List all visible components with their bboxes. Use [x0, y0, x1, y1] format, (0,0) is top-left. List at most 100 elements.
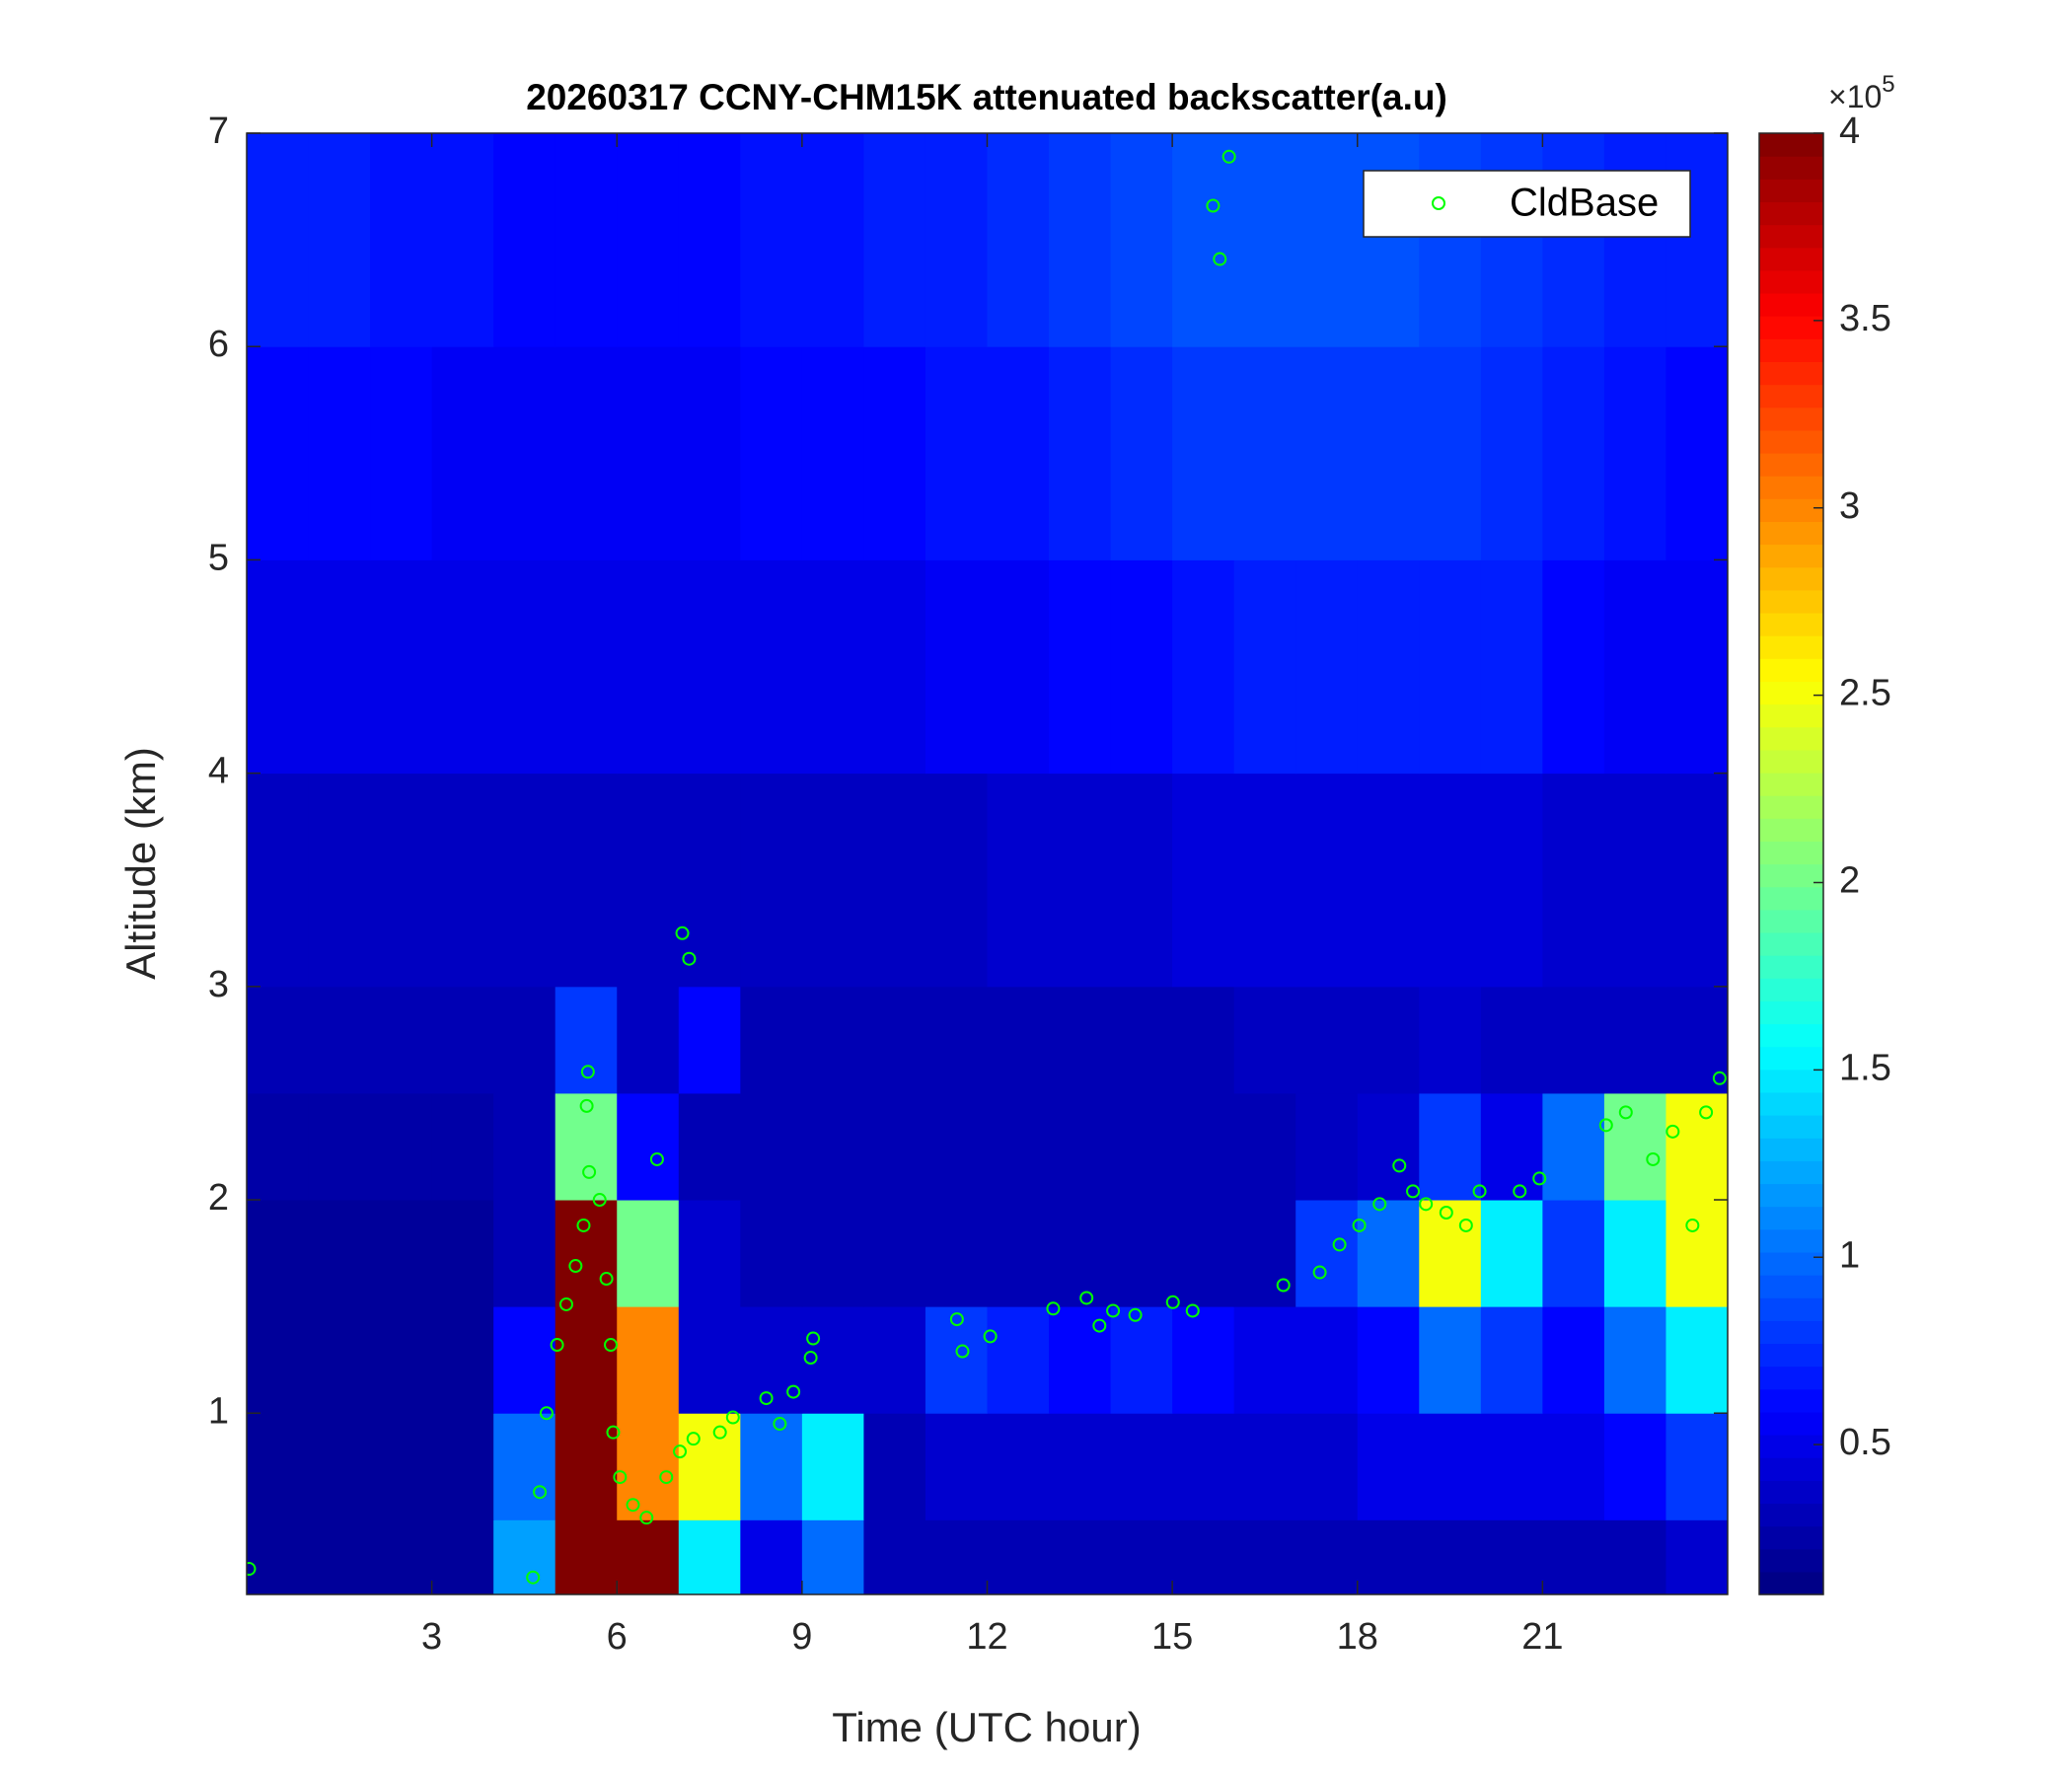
heatmap-cell: [987, 773, 1050, 988]
colorbar-tick-label: 4: [1839, 111, 1860, 152]
heatmap-cell: [1295, 133, 1359, 347]
heatmap-cell: [431, 1092, 494, 1201]
heatmap-cell: [925, 1519, 988, 1594]
cloud-base-point: [1406, 1184, 1421, 1199]
colorbar-swatch: [1759, 247, 1823, 271]
heatmap-cell: [1110, 986, 1173, 1094]
heatmap-cell: [863, 986, 926, 1094]
colorbar-swatch: [1759, 316, 1823, 339]
heatmap-cell: [925, 773, 988, 988]
cloud-base-point: [599, 1272, 614, 1287]
colorbar-swatch: [1759, 818, 1823, 842]
cloud-base-point: [582, 1164, 597, 1179]
heatmap-cell: [1172, 1200, 1235, 1307]
colorbar-swatch: [1759, 1046, 1823, 1071]
heatmap-cell: [1233, 559, 1296, 775]
heatmap-cell: [1480, 133, 1543, 347]
heatmap-cell: [431, 346, 494, 560]
heatmap-cell: [1665, 346, 1728, 560]
heatmap-cell: [678, 773, 741, 988]
heatmap-cell: [1295, 1092, 1359, 1201]
heatmap-cell: [493, 1092, 556, 1201]
cloud-base-point: [673, 1444, 688, 1459]
colorbar-swatch: [1759, 658, 1823, 682]
colorbar-swatch: [1759, 269, 1823, 294]
heatmap-cell: [801, 1413, 864, 1520]
colorbar-swatch: [1759, 1138, 1823, 1161]
colorbar-swatch: [1759, 1183, 1823, 1208]
heatmap-cell: [1110, 1306, 1173, 1414]
heatmap-cell: [678, 1519, 741, 1594]
colorbar-swatch: [1759, 1251, 1823, 1276]
heatmap-cell: [1419, 1519, 1482, 1594]
cloud-base-point: [806, 1331, 821, 1346]
colorbar-swatch: [1759, 589, 1823, 614]
heatmap-cell: [308, 986, 371, 1094]
colorbar-swatch: [1759, 1343, 1823, 1368]
colorbar-swatch: [1759, 1320, 1823, 1345]
heatmap-cell: [1233, 1200, 1296, 1307]
heatmap-cell: [740, 986, 803, 1094]
heatmap-cell: [1665, 986, 1728, 1094]
heatmap-cell: [493, 1519, 556, 1594]
heatmap-cell: [431, 1306, 494, 1414]
heatmap-cell: [987, 1306, 1050, 1414]
cloud-base-point: [1598, 1118, 1613, 1133]
colorbar-swatch: [1759, 909, 1823, 933]
colorbar-tick-label: 3: [1839, 485, 1860, 527]
heatmap-cell: [308, 1306, 371, 1414]
y-tick-label: 3: [208, 964, 229, 1005]
heatmap-cell: [801, 986, 864, 1094]
chart-title: 20260317 CCNY-CHM15K attenuated backscat…: [526, 77, 1447, 117]
heatmap-cell: [1357, 1413, 1420, 1520]
heatmap-cell: [555, 1519, 618, 1594]
cloud-base-point: [580, 1065, 595, 1079]
heatmap-cell: [247, 1092, 310, 1201]
heatmap-cell: [617, 1306, 680, 1414]
heatmap-cell: [1542, 346, 1605, 560]
heatmap-cell: [1049, 986, 1112, 1094]
colorbar-swatch: [1759, 1548, 1823, 1573]
heatmap-cell: [678, 346, 741, 560]
heatmap-cell: [370, 133, 433, 347]
cloud-base-point: [592, 1193, 607, 1208]
heatmap-cell: [1419, 986, 1482, 1094]
cloud-base-point: [1458, 1218, 1473, 1232]
scatter: [247, 149, 1727, 1585]
heatmap-cell: [1049, 1519, 1112, 1594]
cloud-base-point: [1618, 1105, 1633, 1120]
cloud-base-point: [803, 1351, 818, 1366]
y-tick-label: 2: [208, 1177, 229, 1219]
colorbar-swatch: [1759, 1571, 1823, 1595]
heatmap-cell: [247, 1519, 310, 1594]
cloud-base-point: [1213, 252, 1227, 266]
colorbar-swatch: [1759, 772, 1823, 796]
heatmap-cell: [801, 133, 864, 347]
colorbar-swatch: [1759, 726, 1823, 751]
cloud-base-point: [550, 1338, 564, 1353]
heatmap-cell: [1295, 986, 1359, 1094]
colorbar-tick-label: 3.5: [1839, 298, 1891, 339]
heatmap-cell: [678, 133, 741, 347]
heatmap-cell: [1480, 559, 1543, 775]
cloud-base-point: [1332, 1237, 1347, 1252]
colorbar-swatch: [1759, 841, 1823, 865]
heatmap-cell: [1049, 1413, 1112, 1520]
x-tick-label: 3: [421, 1616, 442, 1658]
heatmap-cell: [1603, 1519, 1666, 1594]
heatmap-cell: [1295, 559, 1359, 775]
x-tick-label: 9: [791, 1616, 812, 1658]
colorbar-swatch: [1759, 566, 1823, 591]
heatmap-cell: [370, 1200, 433, 1307]
cloud-base-point: [949, 1312, 964, 1327]
heatmap-cell: [1419, 773, 1482, 988]
heatmap-cell: [1603, 559, 1666, 775]
x-tick-label: 21: [1521, 1616, 1563, 1658]
heatmap-cell: [247, 1306, 310, 1414]
heatmap-cell: [370, 986, 433, 1094]
colorbar-tick-label: 0.5: [1839, 1422, 1891, 1463]
cloud-base-point: [1646, 1151, 1661, 1166]
heatmap-cell: [1295, 346, 1359, 560]
colorbar-swatch: [1759, 498, 1823, 522]
colorbar-swatch: [1759, 1411, 1823, 1436]
